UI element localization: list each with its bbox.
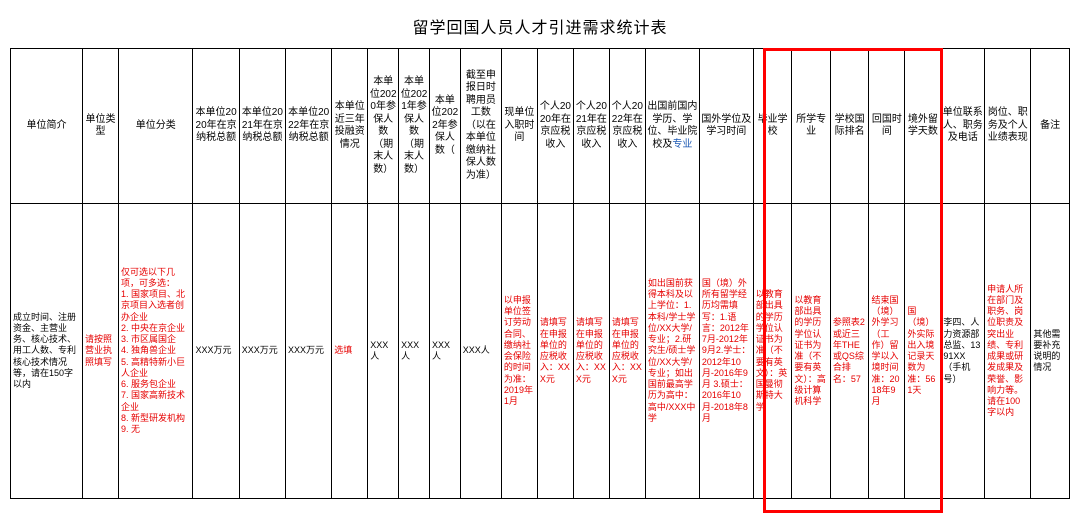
header-cell: 个人2022年在京应税收入 <box>609 49 645 204</box>
data-row: 成立时间、注册资金、主营业务、核心技术、用工人数、专利核心技术情况等，请在150… <box>11 204 1070 499</box>
data-cell: 国（境）外所有留学经历均需填写：1.语言：2012年7月-2012年9月2.学士… <box>699 204 753 499</box>
data-cell: 参照表2或近三年THE或QS综合排名：57 <box>830 204 869 499</box>
header-cell: 现单位入职时间 <box>501 49 537 204</box>
data-cell: XXX人 <box>460 204 501 499</box>
header-cell: 本单位2022年在京纳税总额 <box>286 49 332 204</box>
data-cell: XXX万元 <box>286 204 332 499</box>
header-cell: 出国前国内学历、学位、毕业院校及专业 <box>645 49 699 204</box>
header-cell: 备注 <box>1031 49 1070 204</box>
table-wrapper: 单位简介单位类型单位分类本单位2020年在京纳税总额本单位2021年在京纳税总额… <box>10 48 1070 499</box>
header-cell: 学校国际排名 <box>830 49 869 204</box>
data-cell: XXX人 <box>429 204 460 499</box>
data-cell: 请按照营业执照填写 <box>82 204 118 499</box>
header-cell: 境外留学天数 <box>905 49 941 204</box>
header-cell: 个人2021年在京应税收入 <box>573 49 609 204</box>
data-cell: 请填写在申报单位的应税收入：XXX元 <box>609 204 645 499</box>
data-cell: 以申报单位签订劳动合同、缴纳社会保险的时间为准：2019年1月 <box>501 204 537 499</box>
header-cell: 单位分类 <box>118 49 193 204</box>
data-cell: 成立时间、注册资金、主营业务、核心技术、用工人数、专利核心技术情况等，请在150… <box>11 204 83 499</box>
header-cell: 毕业学校 <box>753 49 792 204</box>
data-cell: 以教育部出具的学历学位认证书为准（不要有英文）：英国曼彻斯特大学 <box>753 204 792 499</box>
data-cell: 选填 <box>332 204 368 499</box>
header-cell: 单位简介 <box>11 49 83 204</box>
data-cell: XXX人 <box>399 204 430 499</box>
header-cell: 本单位2021年在京纳税总额 <box>239 49 285 204</box>
data-cell: 仅可选以下几项，可多选： 1. 国家项目、北京项目入选者创办企业 2. 中央在京… <box>118 204 193 499</box>
data-cell: 请填写在申报单位的应税收入：XXX元 <box>573 204 609 499</box>
data-cell: 申请人所在部门及职务、岗位职责及突出业绩、专利成果或研发成果及荣誉、影响力等。请… <box>985 204 1031 499</box>
header-cell: 截至申报日时聘用员工数（以在本单位缴纳社保人数为准） <box>460 49 501 204</box>
data-cell: 结束国（境）外学习（工作）留学以入境时间准：2018年9月 <box>869 204 905 499</box>
header-cell: 本单位2022年参保人数（ <box>429 49 460 204</box>
header-cell: 所学专业 <box>792 49 831 204</box>
header-cell: 本单位近三年投融资情况 <box>332 49 368 204</box>
page-title: 留学回国人员人才引进需求统计表 <box>10 14 1070 38</box>
data-cell: XXX万元 <box>193 204 239 499</box>
header-cell: 本单位2020年在京纳税总额 <box>193 49 239 204</box>
data-cell: 其他需要补充说明的情况 <box>1031 204 1070 499</box>
header-cell: 单位联系人、职务及电话 <box>941 49 985 204</box>
header-row: 单位简介单位类型单位分类本单位2020年在京纳税总额本单位2021年在京纳税总额… <box>11 49 1070 204</box>
header-cell: 岗位、职务及个人业绩表现 <box>985 49 1031 204</box>
data-cell: 如出国前获得本科及以上学位：1.本科/学士学位/XX大学/专业；2.研究生/硕士… <box>645 204 699 499</box>
header-cell: 个人2020年在京应税收入 <box>537 49 573 204</box>
data-cell: 李四、人力资源部总监、1391XX（手机号） <box>941 204 985 499</box>
main-table: 单位简介单位类型单位分类本单位2020年在京纳税总额本单位2021年在京纳税总额… <box>10 48 1070 499</box>
header-cell: 国外学位及学习时间 <box>699 49 753 204</box>
data-cell: 以教育部出具的学历学位认证书为准（不要有英文）：高级计算机科学 <box>792 204 831 499</box>
data-cell: 请填写在申报单位的应税收入：XXX元 <box>537 204 573 499</box>
header-cell: 单位类型 <box>82 49 118 204</box>
header-cell: 本单位2021年参保人数（期末人数） <box>399 49 430 204</box>
header-cell: 本单位2020年参保人数（期末人数） <box>368 49 399 204</box>
data-cell: XXX人 <box>368 204 399 499</box>
header-cell: 回国时间 <box>869 49 905 204</box>
data-cell: 国（境）外实际出入境记录天数为准：561天 <box>905 204 941 499</box>
data-cell: XXX万元 <box>239 204 285 499</box>
